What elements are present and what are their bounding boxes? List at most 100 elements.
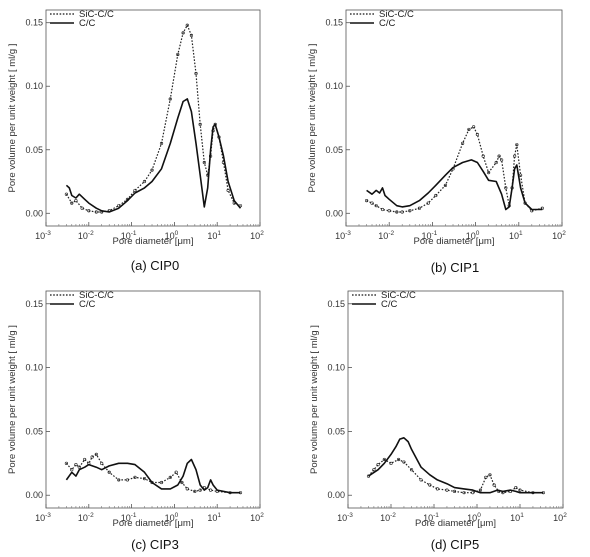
data-point <box>133 475 137 479</box>
data-point <box>83 457 87 462</box>
data-point <box>94 452 98 456</box>
x-tick-label: 100 <box>165 512 179 523</box>
x-tick-label: 101 <box>510 512 524 523</box>
y-tick-label: 0.05 <box>325 145 343 155</box>
series-line-sic-cc <box>65 24 241 213</box>
x-tick-label: 10-1 <box>121 512 137 523</box>
data-point <box>396 457 401 462</box>
chart-panel-4: 0.00 0.05 0.10 0.15 10-3 10-2 10-1 100 101 102 Por… <box>309 290 567 552</box>
data-point <box>400 210 404 214</box>
data-point <box>189 33 194 38</box>
x-tick-label: 10-2 <box>378 230 394 241</box>
series-line-cc <box>368 437 544 494</box>
chart-panel-2: 0.00 0.05 0.10 0.15 10-3 10-2 10-1 100 101 102 Por… <box>307 9 566 275</box>
x-tick-label: 10-3 <box>335 230 351 241</box>
y-tick-label: 0.00 <box>325 208 343 218</box>
data-point <box>443 183 448 187</box>
data-point <box>382 457 386 462</box>
panel-caption: (a) CIP0 <box>131 258 179 273</box>
data-point <box>481 154 485 158</box>
data-point <box>408 209 412 213</box>
data-point <box>117 478 121 482</box>
data-point <box>426 201 430 205</box>
x-tick-label: 100 <box>467 512 481 523</box>
data-point <box>159 141 164 146</box>
data-point <box>514 485 518 490</box>
data-point <box>389 461 393 465</box>
data-point <box>142 477 147 481</box>
x-tick-label: 102 <box>250 512 264 523</box>
data-point <box>494 160 498 165</box>
data-point <box>475 132 479 137</box>
data-point <box>174 470 178 474</box>
data-point <box>185 23 189 27</box>
x-tick-label: 102 <box>553 512 567 523</box>
data-point <box>70 201 74 205</box>
series-line-sic-cc <box>366 126 543 213</box>
x-tick-label: 101 <box>207 230 221 241</box>
y-tick-label: 0.10 <box>25 81 43 91</box>
data-point <box>133 188 137 193</box>
y-tick-label: 0.05 <box>25 145 43 155</box>
data-point <box>402 460 406 464</box>
panel-caption: (d) CIP5 <box>431 537 479 552</box>
y-tick-label: 0.10 <box>327 363 345 373</box>
panel-caption: (b) CIP1 <box>431 260 479 275</box>
x-axis-label: Pore diameter [μm] <box>414 236 495 247</box>
x-axis-label: Pore diameter [μm] <box>415 518 496 529</box>
data-point <box>365 198 369 203</box>
data-point <box>107 470 111 474</box>
x-tick-label: 10-1 <box>422 230 438 241</box>
legend-label: C/C <box>79 18 96 29</box>
series-line-cc <box>366 159 543 211</box>
x-axis-label: Pore diameter [μm] <box>113 236 194 247</box>
data-point <box>488 473 492 477</box>
data-point <box>94 210 98 214</box>
data-point <box>500 158 504 162</box>
data-point <box>142 179 147 184</box>
data-point <box>208 488 213 492</box>
plot-frame <box>45 9 261 227</box>
data-point <box>100 461 104 465</box>
data-point <box>417 206 421 210</box>
data-point <box>194 71 198 76</box>
data-point <box>376 463 380 467</box>
x-tick-label: 102 <box>250 230 264 241</box>
y-axis-label: Pore volume per unit weight [ ml/g ] <box>307 44 318 193</box>
data-point <box>395 210 399 214</box>
x-tick-label: 10-1 <box>423 512 439 523</box>
data-point <box>497 154 501 158</box>
y-axis-label: Pore volume per unit weight [ ml/g ] <box>7 44 18 193</box>
x-axis-label: Pore diameter [μm] <box>113 518 194 529</box>
data-point <box>74 198 78 203</box>
y-tick-label: 0.15 <box>325 18 343 28</box>
data-point <box>478 488 483 492</box>
data-point <box>471 491 475 495</box>
data-point <box>150 168 154 172</box>
x-tick-label: 10-1 <box>121 230 137 241</box>
y-tick-label: 0.15 <box>25 299 43 309</box>
data-point <box>87 209 91 213</box>
data-point <box>370 201 374 205</box>
x-tick-label: 10-2 <box>78 512 94 523</box>
series-line-cc <box>65 458 241 494</box>
data-point <box>125 478 130 482</box>
x-tick-label: 10-2 <box>78 230 94 241</box>
data-point <box>484 475 488 479</box>
y-tick-label: 0.10 <box>325 81 343 91</box>
data-point <box>428 483 432 487</box>
data-point <box>77 465 81 469</box>
data-point <box>193 489 197 494</box>
data-point <box>518 488 522 492</box>
y-tick-label: 0.00 <box>25 490 43 500</box>
x-tick-label: 10-2 <box>380 512 396 523</box>
y-tick-label: 0.05 <box>327 426 345 436</box>
data-point <box>435 487 440 491</box>
data-point <box>202 160 206 165</box>
y-tick-label: 0.10 <box>25 363 43 373</box>
data-point <box>168 97 172 101</box>
x-tick-label: 101 <box>509 230 523 241</box>
data-point <box>64 192 69 196</box>
y-tick-label: 0.15 <box>327 299 345 309</box>
y-tick-label: 0.05 <box>25 426 43 436</box>
